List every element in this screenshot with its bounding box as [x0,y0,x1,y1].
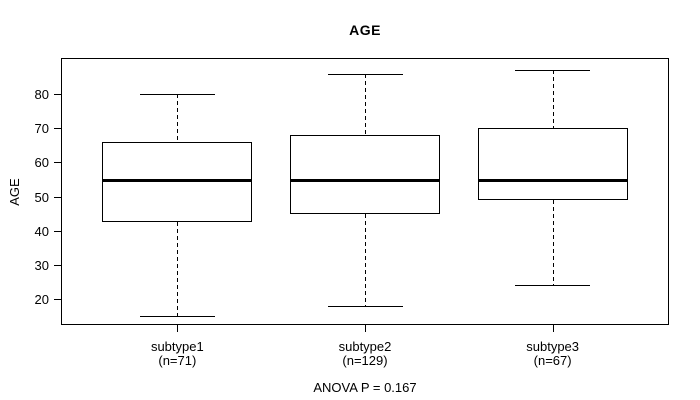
upper-whisker-cap [139,94,215,96]
median-line [102,178,253,182]
lower-whisker-cap [327,305,403,307]
y-axis-tick-label: 70 [34,121,49,137]
y-axis-tick-label: 40 [34,223,49,239]
lower-whisker-line [177,222,179,317]
y-axis-tick [54,162,61,164]
y-axis-tick [54,299,61,301]
y-axis-tick [54,94,61,96]
boxplot-box [290,135,440,214]
upper-whisker-line [177,94,179,142]
lower-whisker-line [365,213,366,306]
y-axis-tick-label: 30 [34,257,49,273]
boxplot-box [477,128,628,201]
x-axis-group-label: subtype2 [338,339,392,354]
median-line [477,178,628,182]
median-line [290,178,440,182]
upper-whisker-cap [327,73,403,75]
upper-whisker-cap [515,70,591,72]
upper-whisker-line [552,70,554,129]
y-axis-tick-label: 20 [34,292,49,308]
x-axis-group-label: subtype1 [150,339,204,354]
y-axis-tick-label: 80 [34,87,49,103]
anova-annotation: ANOVA P = 0.167 [313,380,417,395]
y-axis-tick [54,230,61,232]
x-axis-tick [365,325,366,332]
y-axis-tick-label: 60 [34,155,49,171]
y-axis-tick [54,196,61,198]
x-axis-group-sublabel: (n=71) [158,353,197,368]
lower-whisker-cap [139,316,215,318]
y-axis-tick-label: 50 [34,189,49,205]
x-axis-tick [177,325,179,332]
x-axis-tick [552,325,554,332]
x-axis-group-label: subtype3 [526,339,580,354]
x-axis-group-sublabel: (n=129) [342,353,388,368]
chart-title: AGE [349,22,381,38]
boxplot-box [102,141,253,223]
lower-whisker-line [552,200,554,286]
y-axis-tick [54,128,61,130]
y-axis-tick [54,264,61,266]
lower-whisker-cap [515,285,591,287]
x-axis-group-sublabel: (n=67) [533,353,572,368]
upper-whisker-line [365,73,366,136]
